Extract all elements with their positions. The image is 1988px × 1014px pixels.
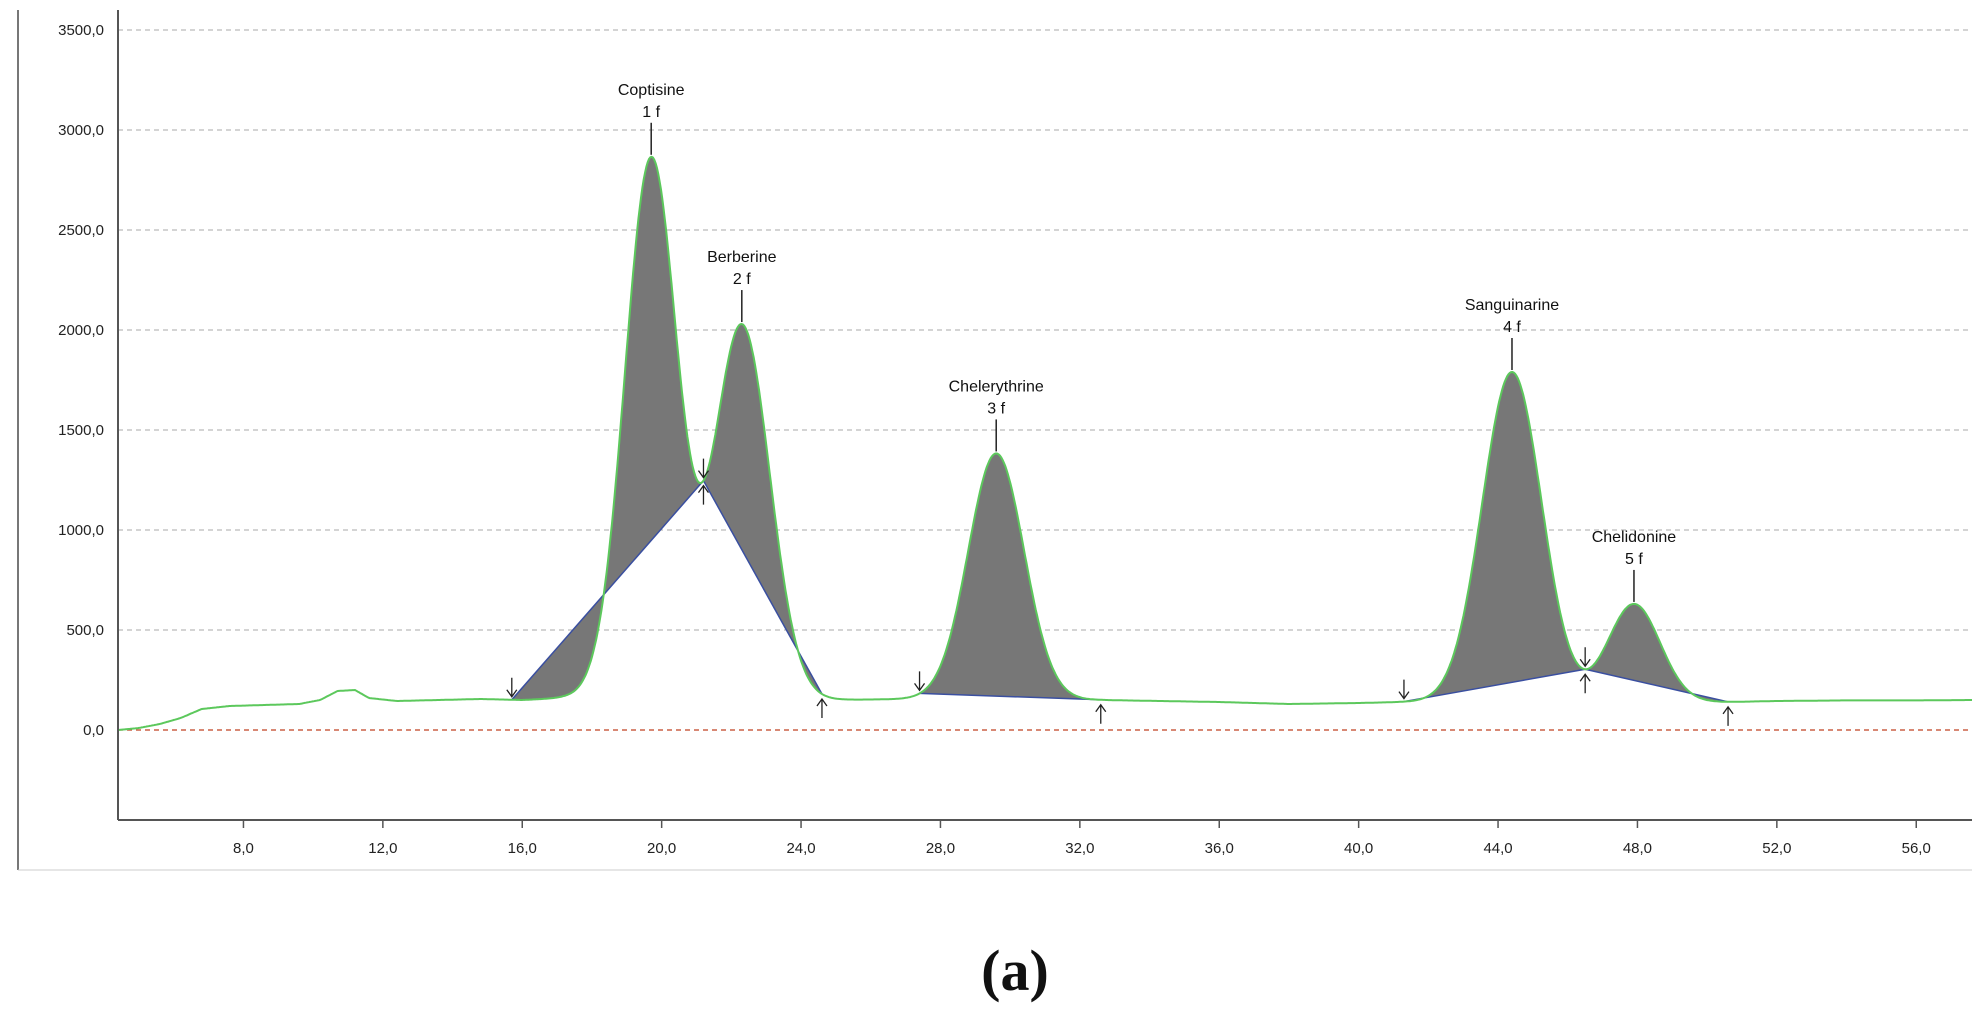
peak-fill-1 [511, 156, 704, 700]
y-tick-label-2: 1000,0 [58, 522, 104, 539]
y-tick-label-7: 3500,0 [58, 22, 104, 39]
start-arrow-3 [914, 671, 926, 692]
peak-number-2: 2 f [733, 271, 751, 288]
x-tick-label-5: 28,0 [926, 840, 955, 857]
peak-fill-4 [1403, 372, 1586, 702]
figure-caption: (a) [981, 938, 1049, 1003]
end-arrow-2 [816, 697, 828, 719]
x-tick-label-6: 32,0 [1065, 840, 1094, 857]
peak-label-1: Coptisine [618, 82, 685, 99]
gridlines [118, 29, 1972, 731]
peak-label-3: Chelerythrine [949, 378, 1044, 395]
peak-labels: Coptisine 1 f Berberine 2 f Chelerythrine 3 f… [618, 82, 1676, 568]
y-tick-label-6: 3000,0 [58, 122, 104, 139]
x-tick-label-2: 16,0 [508, 840, 537, 857]
x-tick-label-0: 8,0 [233, 840, 254, 857]
x-tick-label-9: 44,0 [1483, 840, 1512, 857]
x-tick-label-11: 52,0 [1762, 840, 1791, 857]
peak-label-2: Berberine [707, 249, 776, 266]
start-arrow-2 [697, 458, 710, 479]
integration-line-5 [1585, 668, 1729, 703]
end-arrow-1 [697, 484, 710, 505]
x-tick-label-3: 20,0 [647, 840, 676, 857]
end-arrow-3 [1095, 703, 1107, 724]
y-tick-label-4: 2000,0 [58, 322, 104, 339]
integration-baselines [511, 480, 1729, 703]
peak-label-5: Chelidonine [1592, 529, 1677, 546]
end-arrow-4 [1579, 673, 1591, 694]
start-arrow-5 [1579, 647, 1591, 668]
peak-number-1: 1 f [642, 104, 660, 121]
x-axis-ticks: 8,0 12,0 16,0 20,0 24,0 28,0 32,0 36,0 40,0 44,0 4… [233, 820, 1931, 857]
x-tick-label-12: 56,0 [1902, 840, 1931, 857]
axes [17, 10, 1972, 871]
y-axis-ticks: 0,0 500,0 1000,0 1500,0 2000,0 2500,0 3000,0 35… [58, 22, 104, 739]
peak-number-5: 5 f [1625, 551, 1643, 568]
start-arrow-1 [506, 677, 518, 698]
start-arrow-4 [1398, 679, 1410, 700]
integration-line-2 [702, 480, 823, 695]
peak-fill-2 [703, 324, 822, 695]
peak-label-4: Sanguinarine [1465, 297, 1559, 314]
peak-number-3: 3 f [987, 400, 1005, 417]
y-tick-label-3: 1500,0 [58, 422, 104, 439]
x-tick-label-7: 36,0 [1205, 840, 1234, 857]
signal-trace [117, 155, 1972, 731]
peak-number-4: 4 f [1503, 319, 1521, 336]
integration-line-4 [1403, 668, 1586, 703]
x-tick-label-4: 24,0 [786, 840, 815, 857]
integration-line-1 [511, 480, 705, 701]
y-tick-label-5: 2500,0 [58, 222, 104, 239]
x-tick-label-1: 12,0 [368, 840, 397, 857]
integration-line-3 [919, 692, 1101, 701]
peak-markers [506, 122, 1734, 726]
end-arrow-5 [1722, 705, 1734, 726]
y-tick-label-0: 0,0 [83, 722, 104, 739]
x-tick-label-10: 48,0 [1623, 840, 1652, 857]
y-tick-label-1: 500,0 [66, 622, 104, 639]
peak-fill-3 [919, 453, 1101, 700]
x-tick-label-8: 40,0 [1344, 840, 1373, 857]
